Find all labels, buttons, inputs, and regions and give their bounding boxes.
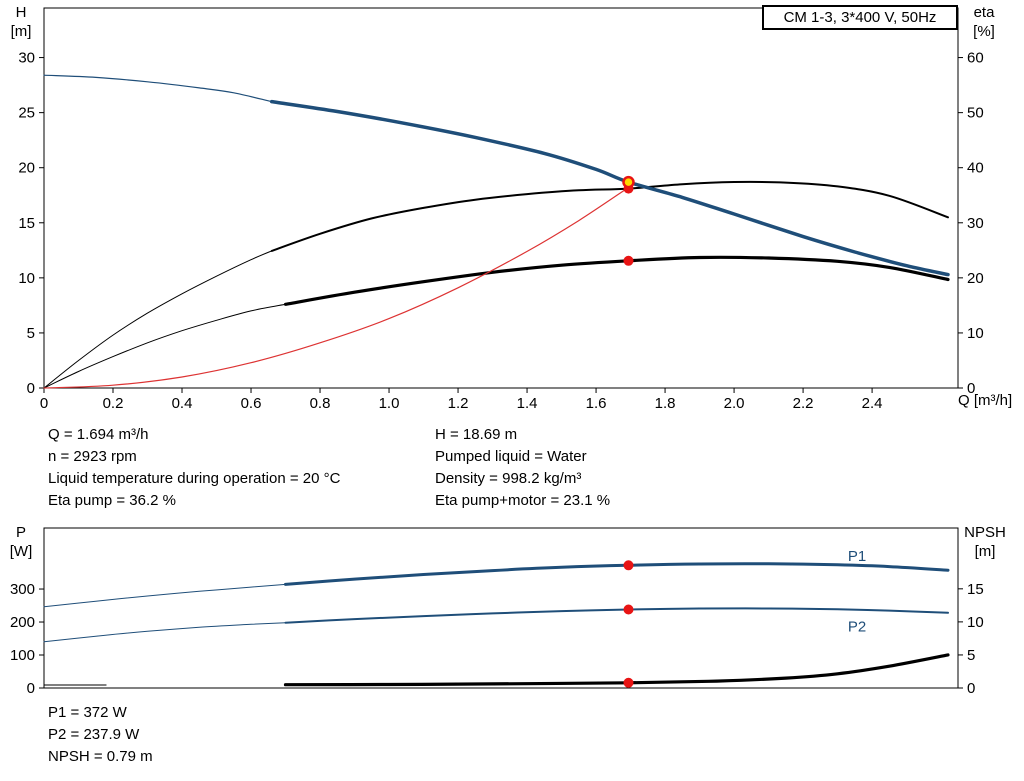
system-curve bbox=[43, 186, 630, 389]
left-tick-label: 25 bbox=[18, 105, 35, 122]
info-line-q: Q = 1.694 m³/h bbox=[48, 426, 149, 443]
x-tick-label: 0 bbox=[40, 395, 48, 412]
x-tick-label: 1.2 bbox=[448, 395, 469, 412]
info-line-speed: n = 2923 rpm bbox=[48, 448, 137, 465]
duty-info-right: H = 18.69 m Pumped liquid = Water Densit… bbox=[435, 424, 610, 512]
info-line-p2: P2 = 237.9 W bbox=[48, 726, 140, 743]
eta-axis-unit: [%] bbox=[973, 23, 995, 40]
right-tick-label: 10 bbox=[967, 325, 984, 342]
right-tick-label: 5 bbox=[967, 647, 975, 664]
eta-axis-title: eta [%] bbox=[960, 3, 1008, 41]
duty-point-marker bbox=[622, 175, 635, 189]
left-tick-label: 0 bbox=[27, 380, 35, 397]
eta-total-curve-thin bbox=[43, 303, 286, 389]
left-tick-label: 5 bbox=[27, 325, 35, 342]
p-axis-title: P [W] bbox=[2, 523, 40, 561]
left-tick-label: 200 bbox=[10, 614, 35, 631]
eta-pump-curve bbox=[270, 180, 949, 252]
left-tick-label: 30 bbox=[18, 50, 35, 67]
eta-total-marker bbox=[623, 255, 634, 266]
left-tick-label: 100 bbox=[10, 647, 35, 664]
x-tick-label: 0.2 bbox=[103, 395, 124, 412]
npsh-axis-unit: [m] bbox=[974, 543, 996, 560]
left-tick-label: 20 bbox=[18, 160, 35, 177]
right-tick-label: 50 bbox=[967, 105, 984, 122]
qh-curve-thin bbox=[43, 74, 273, 103]
eta-pump-curve-thin bbox=[43, 250, 273, 389]
p1-curve bbox=[284, 562, 950, 586]
info-line-eta-pump: Eta pump = 36.2 % bbox=[48, 492, 176, 509]
eta-axis-quantity: eta bbox=[973, 4, 995, 21]
x-tick-label: 2.2 bbox=[793, 395, 814, 412]
x-tick-label: 0.6 bbox=[241, 395, 262, 412]
power-npsh-chart-frame bbox=[43, 527, 959, 689]
npsh-marker bbox=[623, 677, 634, 688]
info-line-h: H = 18.69 m bbox=[435, 426, 518, 443]
h-axis-unit: [m] bbox=[10, 23, 32, 40]
x-tick-label: 1.4 bbox=[517, 395, 538, 412]
npsh-axis-quantity: NPSH bbox=[964, 524, 1006, 541]
info-line-liquid: Pumped liquid = Water bbox=[435, 448, 587, 465]
p1-label: P1 bbox=[848, 548, 866, 565]
right-tick-label: 10 bbox=[967, 614, 984, 631]
info-line-p1: P1 = 372 W bbox=[48, 704, 127, 721]
p2-marker bbox=[623, 604, 634, 615]
p2-label: P2 bbox=[848, 618, 866, 635]
p-axis-quantity: P bbox=[15, 524, 26, 541]
right-tick-label: 0 bbox=[967, 680, 975, 697]
qh-eta-chart-frame bbox=[43, 7, 959, 389]
h-axis-quantity: H bbox=[15, 4, 27, 21]
info-line-eta-total: Eta pump+motor = 23.1 % bbox=[435, 492, 611, 509]
info-line-npsh: NPSH = 0.79 m bbox=[48, 748, 153, 765]
p1-marker bbox=[623, 560, 634, 571]
left-tick-label: 10 bbox=[18, 270, 35, 287]
npsh-axis-title: NPSH [m] bbox=[956, 523, 1014, 561]
left-tick-label: 300 bbox=[10, 581, 35, 598]
left-tick-label: 0 bbox=[27, 680, 35, 697]
p1-curve-thin bbox=[43, 583, 286, 608]
x-tick-label: 2.4 bbox=[862, 395, 883, 412]
p-axis-unit: [W] bbox=[9, 543, 33, 560]
left-tick-label: 15 bbox=[18, 215, 35, 232]
right-tick-label: 30 bbox=[967, 215, 984, 232]
x-tick-label: 1.0 bbox=[379, 395, 400, 412]
pump-model-box: CM 1-3, 3*400 V, 50Hz bbox=[762, 5, 958, 30]
x-tick-label: 1.6 bbox=[586, 395, 607, 412]
h-axis-title: H [m] bbox=[2, 3, 40, 41]
right-tick-label: 60 bbox=[967, 50, 984, 67]
npsh-curve bbox=[283, 653, 950, 687]
right-tick-label: 20 bbox=[967, 270, 984, 287]
right-tick-label: 0 bbox=[967, 380, 975, 397]
x-tick-label: 2.0 bbox=[724, 395, 745, 412]
x-tick-label: 1.8 bbox=[655, 395, 676, 412]
duty-info-left: Q = 1.694 m³/h n = 2923 rpm Liquid tempe… bbox=[48, 424, 340, 512]
eta-total-curve bbox=[283, 255, 950, 306]
info-line-density: Density = 998.2 kg/m³ bbox=[435, 470, 582, 487]
q-axis-title: Q [m³/h] bbox=[958, 392, 1013, 409]
power-info: P1 = 372 W P2 = 237.9 W NPSH = 0.79 m bbox=[48, 702, 153, 768]
right-tick-label: 40 bbox=[967, 160, 984, 177]
p2-curve-thin bbox=[43, 622, 286, 643]
x-tick-label: 0.8 bbox=[310, 395, 331, 412]
info-line-temperature: Liquid temperature during operation = 20… bbox=[48, 470, 341, 487]
right-tick-label: 15 bbox=[967, 581, 984, 598]
x-tick-label: 0.4 bbox=[172, 395, 193, 412]
